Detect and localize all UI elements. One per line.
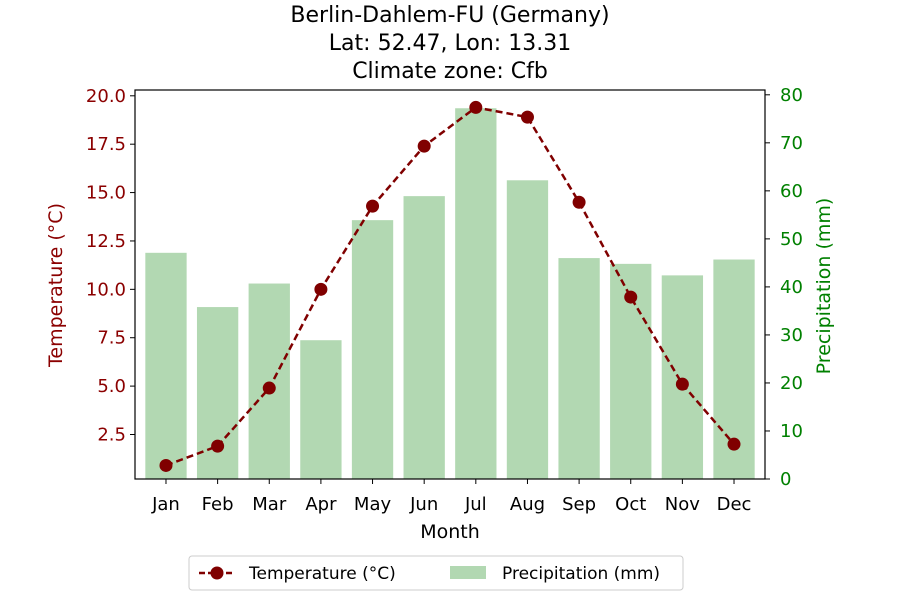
x-tick-label: Sep xyxy=(562,494,596,515)
temperature-line xyxy=(159,100,741,472)
x-tick-label: Aug xyxy=(510,494,545,515)
x-tick-label: Mar xyxy=(252,494,287,515)
y-right-tick-label: 20 xyxy=(780,373,803,394)
y-axis-right-label: Precipitation (mm) xyxy=(813,198,835,375)
temperature-point-mar xyxy=(262,381,276,395)
y-left-tick-label: 15.0 xyxy=(86,183,126,204)
legend: Temperature (°C) Precipitation (mm) xyxy=(188,555,684,591)
x-tick-label: May xyxy=(354,494,392,515)
precipitation-bars xyxy=(145,108,755,479)
legend-precipitation-label: Precipitation (mm) xyxy=(502,564,660,584)
chart-title-line-2: Lat: 52.47, Lon: 13.31 xyxy=(329,31,571,56)
y-axis-left: 2.5 5.0 7.5 10.0 12.5 15.0 17.5 20.0 xyxy=(86,86,135,445)
x-tick-label: Apr xyxy=(305,494,337,515)
temperature-point-jan xyxy=(159,458,173,472)
y-left-tick-label: 2.5 xyxy=(97,424,126,445)
x-tick-label: Oct xyxy=(615,494,646,515)
temperature-point-sep xyxy=(572,195,586,209)
temperature-point-feb xyxy=(211,439,225,453)
y-left-tick-label: 5.0 xyxy=(97,376,126,397)
legend-temperature-label: Temperature (°C) xyxy=(248,564,396,584)
y-right-tick-label: 40 xyxy=(780,277,803,298)
y-right-tick-label: 70 xyxy=(780,133,803,154)
plot-frame xyxy=(134,89,766,480)
x-tick-label: Dec xyxy=(717,494,752,515)
precipitation-bar-apr xyxy=(300,340,342,479)
legend-precipitation-swatch-icon xyxy=(450,566,486,579)
x-tick-label: Jun xyxy=(409,494,438,515)
temperature-point-aug xyxy=(520,110,534,124)
y-right-tick-label: 50 xyxy=(780,229,803,250)
y-right-tick-label: 10 xyxy=(780,421,803,442)
x-tick-label: Nov xyxy=(665,494,700,515)
x-tick-label: Jul xyxy=(464,494,487,515)
y-axis-right: 0 10 20 30 40 50 60 70 80 xyxy=(765,85,803,490)
temperature-point-oct xyxy=(624,290,638,304)
y-left-tick-label: 17.5 xyxy=(86,134,126,155)
y-left-tick-label: 20.0 xyxy=(86,86,126,107)
precipitation-bar-aug xyxy=(506,180,549,479)
precipitation-bar-mar xyxy=(248,283,290,479)
precipitation-bar-jan xyxy=(145,252,187,479)
temperature-point-may xyxy=(366,199,380,213)
y-left-tick-label: 12.5 xyxy=(86,231,126,252)
temperature-point-jun xyxy=(417,139,431,153)
x-axis-label: Month xyxy=(420,521,480,543)
temperature-series-line xyxy=(165,106,735,467)
x-tick-label: Jan xyxy=(151,494,180,515)
y-left-tick-label: 7.5 xyxy=(97,328,126,349)
temperature-point-apr xyxy=(314,282,328,296)
precipitation-bar-feb xyxy=(196,307,239,479)
legend-temperature-marker-icon xyxy=(210,566,224,580)
y-left-tick-label: 10.0 xyxy=(86,279,126,300)
temperature-point-jul xyxy=(469,100,483,114)
legend-box xyxy=(188,555,684,591)
temperature-point-nov xyxy=(675,377,689,391)
precipitation-bar-may xyxy=(351,220,394,479)
precipitation-bar-nov xyxy=(661,275,704,479)
precipitation-bar-jul xyxy=(455,108,497,479)
y-right-tick-label: 0 xyxy=(780,469,791,490)
precipitation-bar-jun xyxy=(403,196,445,479)
temperature-point-dec xyxy=(727,437,741,451)
y-right-tick-label: 30 xyxy=(780,325,803,346)
precipitation-bar-sep xyxy=(558,258,600,479)
chart-title-line-3: Climate zone: Cfb xyxy=(352,59,548,84)
x-tick-label: Feb xyxy=(202,494,234,515)
y-right-tick-label: 60 xyxy=(780,181,803,202)
x-axis: Jan Feb Mar Apr May Jun Jul Aug Sep Oct Nov Dec xyxy=(151,479,751,515)
y-axis-left-label: Temperature (°C) xyxy=(45,203,67,368)
chart-title-line-1: Berlin-Dahlem-FU (Germany) xyxy=(290,3,609,28)
y-right-tick-label: 80 xyxy=(780,85,803,106)
